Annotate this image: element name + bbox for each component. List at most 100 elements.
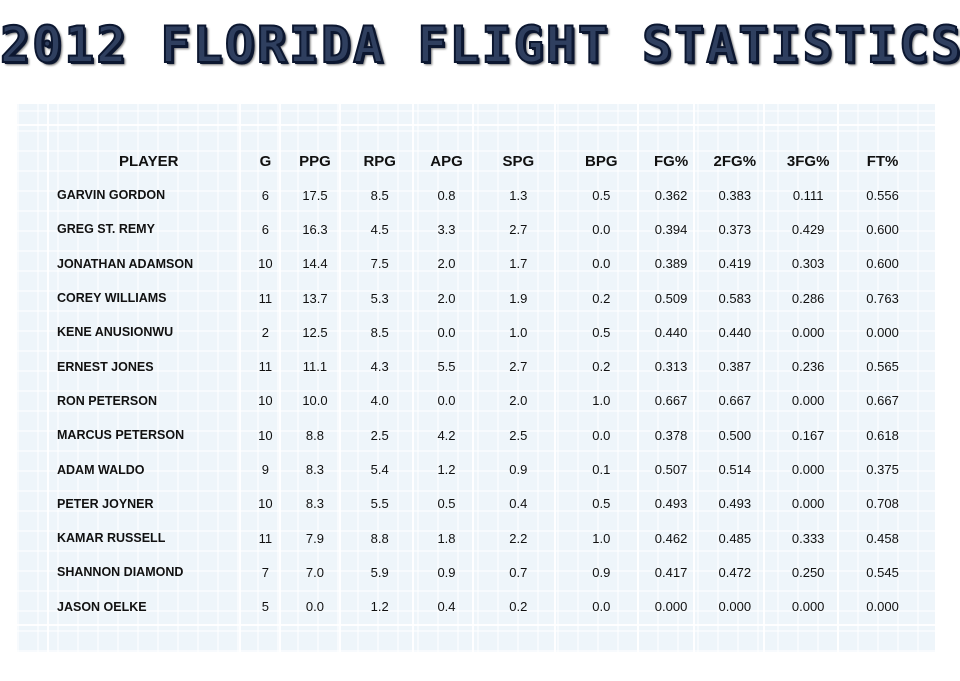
table-row: ERNEST JONES 11 11.1 4.3 5.5 2.7 0.2 0.313 0.387… bbox=[57, 349, 919, 383]
grid-line bbox=[47, 104, 49, 652]
cell-fg-pct: 0.417 bbox=[654, 564, 688, 580]
cell-3fg-pct: 0.000 bbox=[791, 393, 825, 409]
cell-ft-pct: 0.763 bbox=[866, 290, 899, 306]
cell-2fg-pct: 0.383 bbox=[718, 187, 752, 203]
page-title: 2012 FLORIDA FLIGHT STATISTICS bbox=[0, 15, 960, 75]
cell-spg: 2.0 bbox=[509, 393, 528, 409]
cell-bpg: 0.0 bbox=[592, 256, 611, 272]
cell-ft-pct: 0.600 bbox=[866, 256, 899, 272]
cell-apg: 2.0 bbox=[437, 256, 456, 272]
cell-apg: 0.0 bbox=[437, 393, 456, 409]
table-row: KAMAR RUSSELL 11 7.9 8.8 1.8 2.2 1.0 0.462 0.485… bbox=[57, 521, 919, 555]
cell-player-name: PETER JOYNER bbox=[57, 496, 154, 511]
table-row: GREG ST. REMY 6 16.3 4.5 3.3 2.7 0.0 0.394 0.373… bbox=[57, 212, 919, 246]
cell-fg-pct: 0.667 bbox=[654, 393, 688, 409]
cell-apg: 1.2 bbox=[437, 462, 456, 478]
cell-3fg-pct: 0.000 bbox=[791, 324, 825, 340]
cell-rpg: 4.3 bbox=[370, 359, 389, 375]
table-row: MARCUS PETERSON 10 8.8 2.5 4.2 2.5 0.0 0.378 0.5… bbox=[57, 418, 919, 452]
cell-3fg-pct: 0.236 bbox=[791, 359, 825, 375]
cell-bpg: 0.1 bbox=[592, 462, 611, 478]
cell-apg: 0.5 bbox=[437, 496, 456, 512]
cell-games: 5 bbox=[261, 599, 270, 615]
table-row: ADAM WALDO 9 8.3 5.4 1.2 0.9 0.1 0.507 0.514 0.00… bbox=[57, 452, 919, 486]
cell-ft-pct: 0.708 bbox=[866, 496, 899, 512]
cell-games: 6 bbox=[261, 221, 270, 237]
column-header-fg-pct: FG% bbox=[653, 152, 689, 170]
cell-rpg: 7.5 bbox=[370, 256, 389, 272]
grid-line bbox=[279, 104, 281, 652]
cell-rpg: 2.5 bbox=[370, 427, 389, 443]
column-header-bpg: BPG bbox=[585, 152, 618, 170]
cell-ppg: 10.0 bbox=[302, 393, 328, 409]
cell-spg: 0.9 bbox=[509, 462, 528, 478]
cell-bpg: 0.2 bbox=[592, 290, 611, 306]
cell-games: 11 bbox=[258, 530, 273, 546]
cell-2fg-pct: 0.472 bbox=[718, 564, 752, 580]
cell-rpg: 1.2 bbox=[370, 599, 389, 615]
cell-rpg: 8.5 bbox=[370, 187, 389, 203]
cell-player-name: RON PETERSON bbox=[57, 393, 158, 408]
cell-games: 10 bbox=[258, 427, 273, 443]
grid-line bbox=[554, 104, 556, 652]
cell-2fg-pct: 0.485 bbox=[718, 530, 752, 546]
cell-ft-pct: 0.556 bbox=[866, 187, 899, 203]
cell-ppg: 8.8 bbox=[305, 427, 324, 443]
cell-2fg-pct: 0.500 bbox=[718, 427, 752, 443]
cell-spg: 2.2 bbox=[509, 530, 528, 546]
cell-ppg: 12.5 bbox=[302, 324, 328, 340]
table-body: GARVIN GORDON 6 17.5 8.5 0.8 1.3 0.5 0.362 0.383… bbox=[57, 178, 919, 624]
cell-rpg: 5.3 bbox=[370, 290, 389, 306]
cell-player-name: COREY WILLIAMS bbox=[57, 291, 167, 306]
stats-panel: PLAYER G PPG RPG APG SPG BPG FG% 2FG% 3F… bbox=[17, 104, 935, 652]
cell-bpg: 0.2 bbox=[592, 359, 611, 375]
grid-line bbox=[837, 104, 839, 652]
cell-fg-pct: 0.507 bbox=[654, 462, 688, 478]
grid-line bbox=[693, 104, 695, 652]
cell-fg-pct: 0.389 bbox=[654, 256, 688, 272]
cell-ft-pct: 0.458 bbox=[866, 530, 899, 546]
cell-fg-pct: 0.378 bbox=[654, 427, 688, 443]
cell-ft-pct: 0.565 bbox=[866, 359, 899, 375]
cell-fg-pct: 0.000 bbox=[654, 599, 688, 615]
grid-line bbox=[239, 104, 241, 652]
cell-rpg: 4.5 bbox=[370, 221, 389, 237]
cell-bpg: 0.0 bbox=[592, 599, 611, 615]
cell-bpg: 0.9 bbox=[592, 564, 611, 580]
cell-ppg: 8.3 bbox=[305, 462, 324, 478]
cell-bpg: 1.0 bbox=[592, 393, 611, 409]
cell-2fg-pct: 0.493 bbox=[718, 496, 752, 512]
cell-fg-pct: 0.440 bbox=[654, 324, 688, 340]
cell-apg: 2.0 bbox=[437, 290, 456, 306]
cell-2fg-pct: 0.440 bbox=[718, 324, 752, 340]
cell-bpg: 0.5 bbox=[592, 187, 611, 203]
column-header-rpg: RPG bbox=[363, 152, 396, 170]
cell-player-name: ERNEST JONES bbox=[57, 359, 154, 374]
cell-spg: 1.9 bbox=[509, 290, 528, 306]
cell-player-name: KAMAR RUSSELL bbox=[57, 531, 166, 546]
grid-line bbox=[763, 104, 765, 652]
cell-ft-pct: 0.618 bbox=[866, 427, 899, 443]
cell-apg: 3.3 bbox=[437, 221, 456, 237]
cell-games: 6 bbox=[261, 187, 270, 203]
column-header-g: G bbox=[259, 152, 272, 170]
cell-rpg: 5.4 bbox=[370, 462, 389, 478]
cell-3fg-pct: 0.000 bbox=[791, 462, 825, 478]
cell-ppg: 14.4 bbox=[302, 256, 328, 272]
cell-2fg-pct: 0.514 bbox=[718, 462, 752, 478]
cell-rpg: 4.0 bbox=[370, 393, 389, 409]
cell-ft-pct: 0.545 bbox=[866, 564, 899, 580]
column-header-ft-pct: FT% bbox=[866, 152, 899, 170]
cell-ppg: 7.0 bbox=[305, 564, 324, 580]
cell-ft-pct: 0.000 bbox=[866, 599, 899, 615]
cell-bpg: 0.5 bbox=[592, 496, 611, 512]
column-header-apg: APG bbox=[430, 152, 463, 170]
grid-line bbox=[339, 104, 341, 652]
cell-ppg: 11.1 bbox=[302, 359, 328, 375]
cell-3fg-pct: 0.333 bbox=[791, 530, 825, 546]
column-header-3fg-pct: 3FG% bbox=[786, 152, 830, 170]
cell-games: 11 bbox=[258, 359, 273, 375]
stats-table: PLAYER G PPG RPG APG SPG BPG FG% 2FG% 3F… bbox=[57, 144, 919, 624]
cell-ppg: 0.0 bbox=[305, 599, 324, 615]
cell-2fg-pct: 0.373 bbox=[718, 221, 752, 237]
